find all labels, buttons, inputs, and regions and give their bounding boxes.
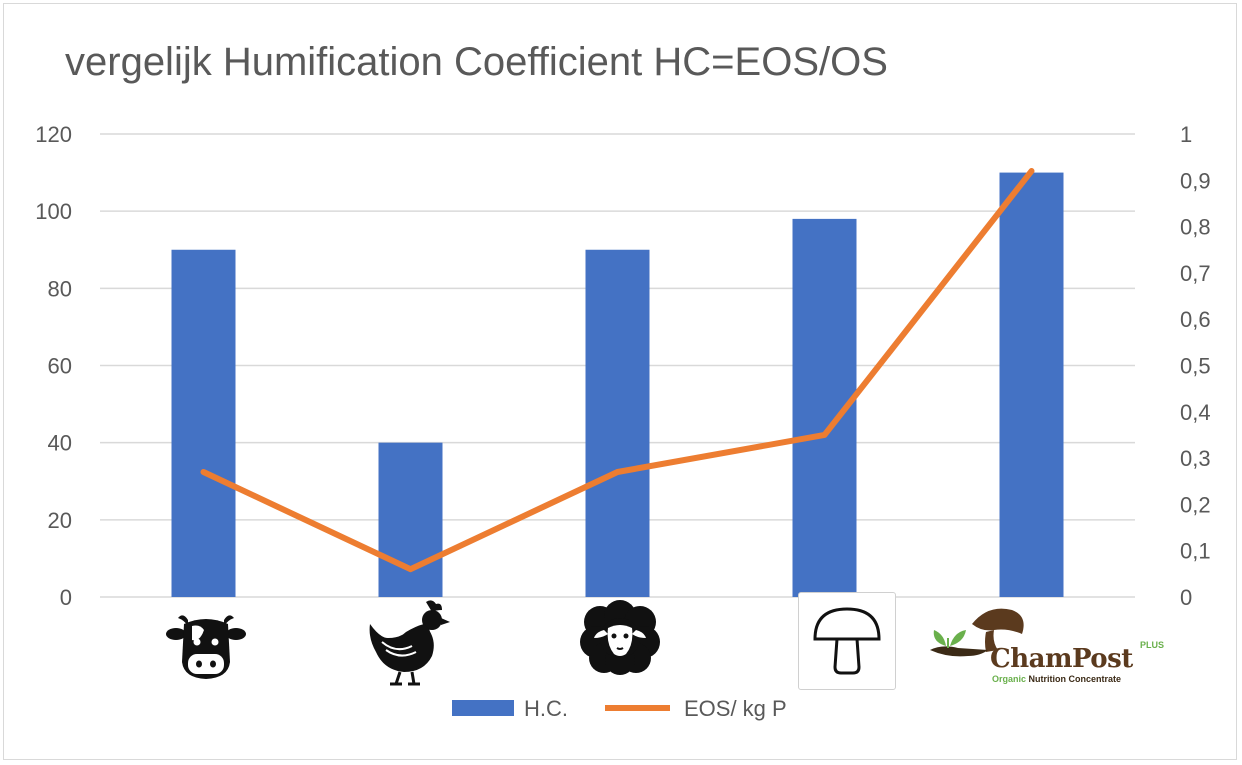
left-tick-label: 100 xyxy=(35,199,72,224)
logo-plus: PLUS xyxy=(1140,640,1165,650)
line-series xyxy=(200,168,1035,573)
right-axis-ticks: 0 0,1 0,2 0,3 0,4 0,5 0,6 0,7 0,8 0,9 1 xyxy=(1180,122,1211,610)
bar-hc xyxy=(585,249,650,597)
right-tick-label: 0,9 xyxy=(1180,168,1211,193)
left-tick-label: 20 xyxy=(48,508,72,533)
right-tick-label: 0,7 xyxy=(1180,261,1211,286)
logo-tagline: Organic Nutrition Concentrate xyxy=(992,674,1121,684)
left-tick-label: 0 xyxy=(60,585,72,610)
chart-title: vergelijk Humification Coefficient HC=EO… xyxy=(65,40,888,84)
logo-tagline-1: Organic xyxy=(992,674,1027,684)
right-tick-label: 0,4 xyxy=(1180,400,1211,425)
right-tick-label: 0,2 xyxy=(1180,492,1211,517)
right-tick-label: 0,5 xyxy=(1180,354,1211,379)
bar-hc xyxy=(378,442,443,597)
left-axis-ticks: 0 20 40 60 80 100 120 xyxy=(35,122,72,610)
right-tick-label: 0,1 xyxy=(1180,539,1211,564)
left-tick-label: 40 xyxy=(48,431,72,456)
logo-name: ChamPost xyxy=(990,644,1133,674)
right-tick-label: 0,8 xyxy=(1180,215,1211,240)
legend-label-hc: H.C. xyxy=(524,696,568,721)
right-tick-label: 0,6 xyxy=(1180,307,1211,332)
legend-swatch-hc xyxy=(452,700,514,716)
legend-label-eos: EOS/ kg P xyxy=(684,696,787,721)
bar-hc xyxy=(999,172,1064,598)
cow-icon xyxy=(166,612,246,682)
bars xyxy=(171,172,1064,598)
sheep-icon xyxy=(580,600,660,676)
mushroom-icon xyxy=(798,592,896,690)
right-tick-label: 0,3 xyxy=(1180,446,1211,471)
right-tick-label: 1 xyxy=(1180,122,1192,147)
chicken-icon xyxy=(366,598,450,686)
left-tick-label: 60 xyxy=(48,354,72,379)
logo-tagline-2: Nutrition Concentrate xyxy=(1028,674,1122,684)
right-tick-label: 0 xyxy=(1180,585,1192,610)
bar-hc xyxy=(171,249,236,597)
legend: H.C. EOS/ kg P xyxy=(452,696,787,721)
left-tick-label: 120 xyxy=(35,122,72,147)
champost-logo: ChamPost PLUS Organic Nutrition Concentr… xyxy=(928,604,1168,686)
left-tick-label: 80 xyxy=(48,276,72,301)
